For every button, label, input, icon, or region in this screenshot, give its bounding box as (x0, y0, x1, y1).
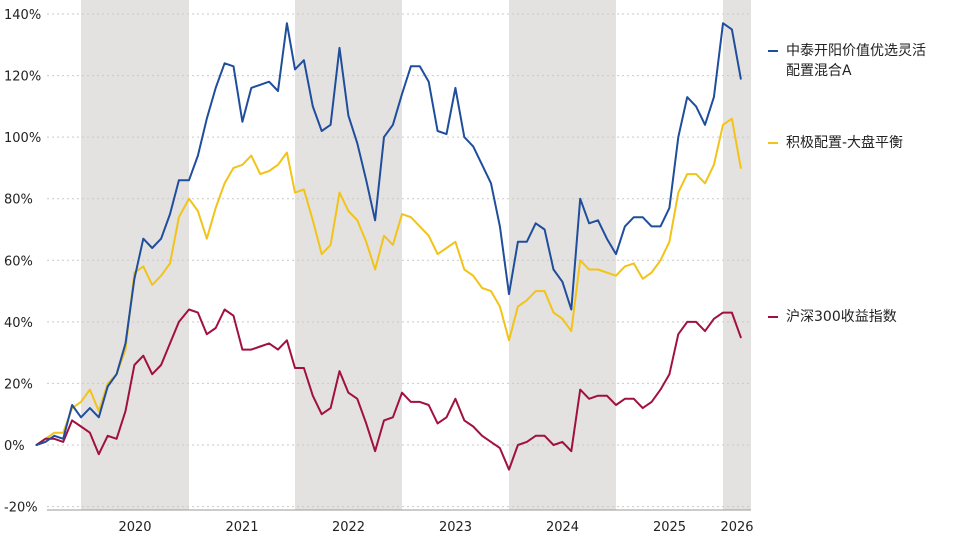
legend-label-zhongtai: 中泰开阳价值优选灵活配置混合A (786, 43, 926, 79)
x-tick-label: 2023 (439, 520, 472, 535)
legend-label-csi300: 沪深300收益指数 (786, 309, 897, 325)
legend-item-csi300: 沪深300收益指数 (768, 307, 951, 327)
legend-swatch-zhongtai (768, 50, 778, 52)
x-axis-tick-labels: 2020 2021 2022 2023 2024 2025 2026 (118, 520, 753, 535)
y-tick-label: 60% (4, 254, 33, 269)
band-2020 (81, 0, 189, 510)
band-2022 (295, 0, 402, 510)
band-2026 (723, 0, 751, 510)
y-tick-label: 20% (4, 377, 33, 392)
y-tick-label: 80% (4, 193, 33, 208)
y-axis-tick-labels: 140% 120% 100% 80% 60% 40% 20% 0% -20% (4, 8, 41, 516)
band-2024 (509, 0, 616, 510)
series-line-2 (35, 308, 742, 471)
x-tick-label: 2021 (225, 520, 258, 535)
legend-swatch-csi300 (768, 316, 778, 318)
y-tick-label: 40% (4, 316, 33, 331)
series-line-1 (35, 117, 742, 446)
legend-item-category-balanced: 积极配置-大盘平衡 (768, 133, 951, 153)
series-line-0 (35, 22, 742, 446)
x-tick-label: 2022 (332, 520, 365, 535)
y-tick-label: 0% (4, 439, 25, 454)
y-tick-label: 140% (4, 8, 41, 23)
legend: 中泰开阳价值优选灵活配置混合A 积极配置-大盘平衡 沪深300收益指数 (768, 0, 958, 539)
y-tick-label: -20% (4, 501, 38, 516)
series-lines (35, 22, 742, 471)
legend-item-zhongtai: 中泰开阳价值优选灵活配置混合A (768, 41, 926, 81)
x-tick-label: 2020 (118, 520, 151, 535)
legend-swatch-category-balanced (768, 142, 778, 144)
y-tick-label: 120% (4, 70, 41, 85)
y-tick-label: 100% (4, 131, 41, 146)
year-shading-bands (81, 0, 751, 510)
grid-lines (47, 13, 751, 511)
x-tick-label: 2026 (720, 520, 753, 535)
x-tick-label: 2025 (653, 520, 686, 535)
x-tick-label: 2024 (546, 520, 579, 535)
legend-label-category-balanced: 积极配置-大盘平衡 (786, 135, 904, 151)
